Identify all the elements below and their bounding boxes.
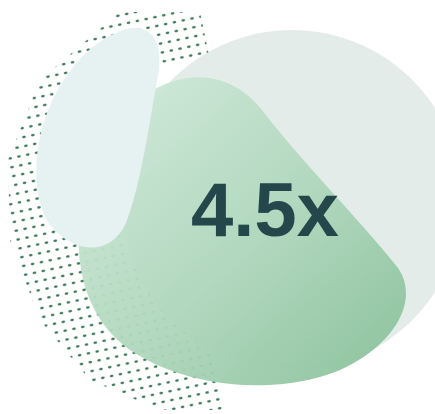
- light-blob: [36, 27, 160, 248]
- badge-label: 4.5x: [191, 168, 339, 253]
- green-blob: [78, 77, 406, 386]
